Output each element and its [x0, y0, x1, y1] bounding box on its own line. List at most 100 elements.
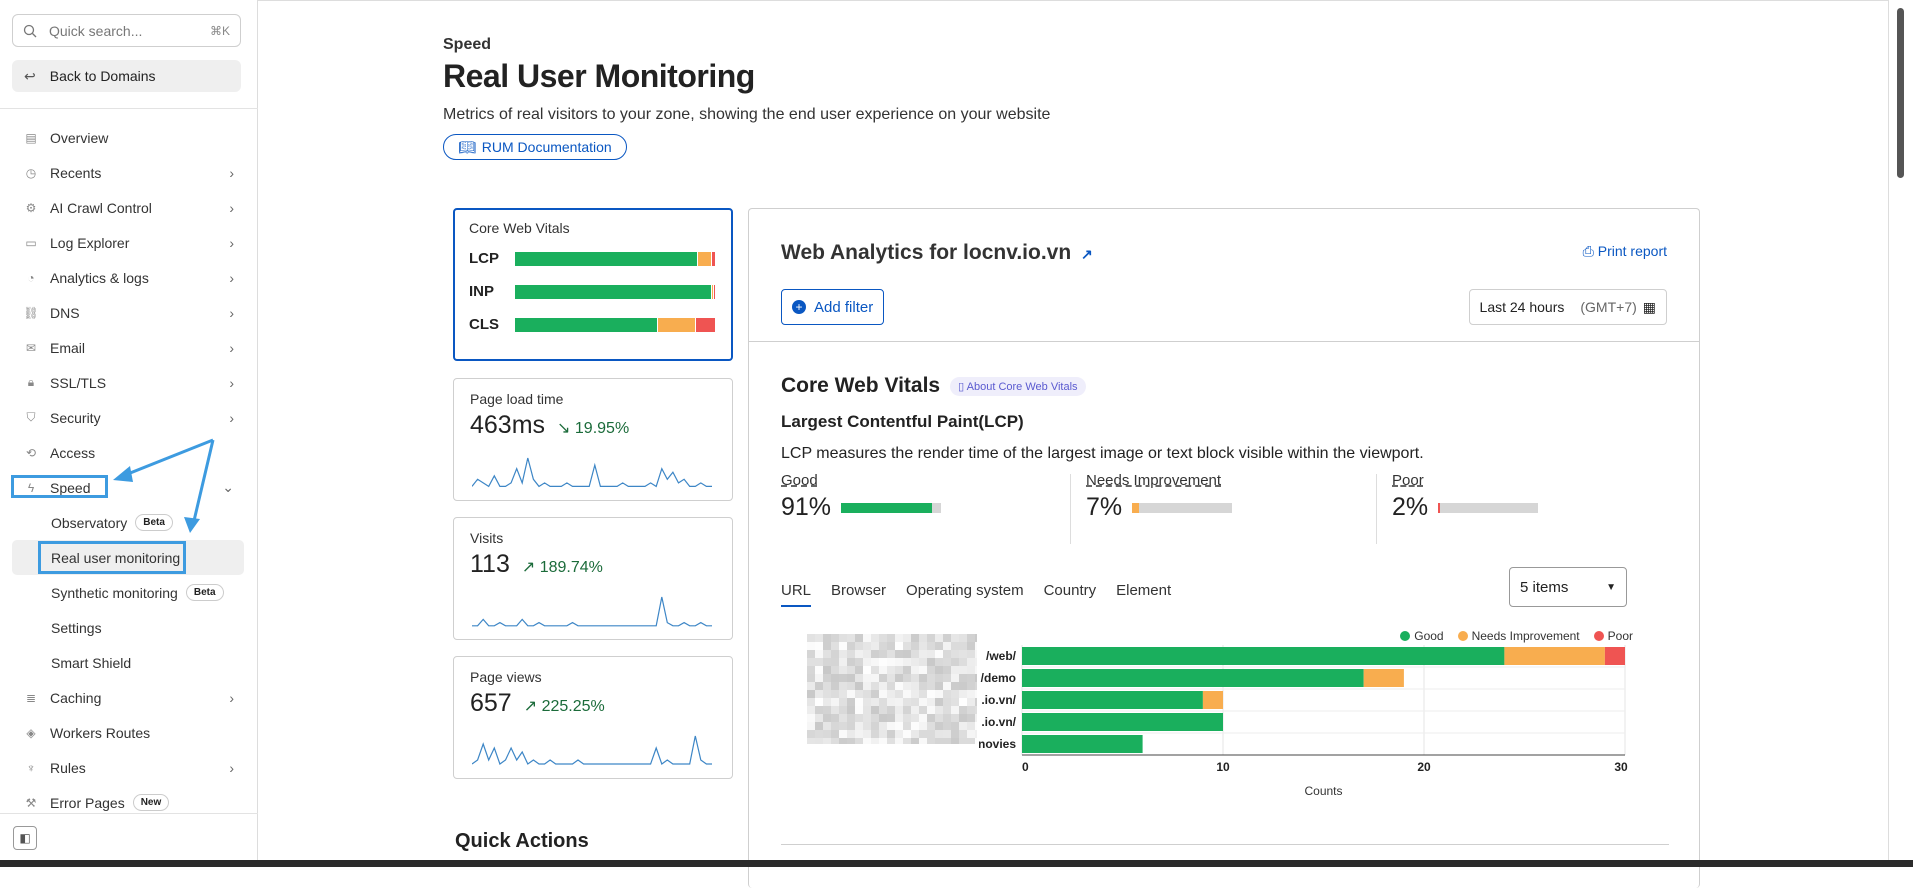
blur-pixel — [935, 642, 943, 650]
core-web-vitals-card[interactable]: Core Web Vitals LCP INP CLS — [453, 208, 733, 361]
sidebar-item-synthetic-monitoring[interactable]: Synthetic monitoring Beta — [12, 575, 244, 610]
sidebar-item-observatory[interactable]: Observatory Beta — [12, 505, 244, 540]
bar-good[interactable] — [1022, 669, 1364, 687]
sidebar-item-overview[interactable]: ▤ Overview — [12, 120, 244, 155]
metric-card-visits[interactable]: Visits 113 ↗ 189.74% — [453, 517, 733, 640]
blur-pixel — [919, 642, 927, 650]
blur-pixel — [959, 682, 967, 690]
blur-pixel — [879, 658, 887, 666]
date-range-picker[interactable]: Last 24 hours (GMT+7) ▦ — [1468, 289, 1667, 325]
bar-good[interactable] — [1022, 691, 1203, 709]
bar-poor[interactable] — [1604, 647, 1625, 665]
bar-good[interactable] — [1022, 647, 1505, 665]
blur-pixel — [823, 634, 831, 642]
blur-pixel — [871, 642, 879, 650]
blur-pixel — [967, 722, 975, 730]
blur-pixel — [903, 698, 911, 706]
blur-pixel — [879, 674, 887, 682]
legend-item-good[interactable]: Good — [1400, 629, 1444, 643]
blur-pixel — [815, 722, 823, 730]
blur-pixel — [959, 674, 967, 682]
blur-pixel — [855, 690, 863, 698]
chevron-right-icon: › — [229, 304, 234, 321]
sidebar-item-caching[interactable]: ≣ Caching › — [12, 680, 244, 715]
blur-pixel — [895, 714, 903, 722]
page-scrollbar[interactable] — [1888, 0, 1913, 867]
blur-pixel — [871, 666, 879, 674]
date-range-label: Last 24 hours — [1479, 299, 1565, 315]
blur-pixel — [967, 634, 975, 642]
blur-pixel — [847, 650, 855, 658]
sidebar-item-log-explorer[interactable]: ▭ Log Explorer › — [12, 225, 244, 260]
bar-good[interactable] — [1022, 735, 1143, 753]
legend-item-needs-improvement[interactable]: Needs Improvement — [1457, 629, 1580, 643]
add-filter-button[interactable]: + Add filter — [781, 289, 885, 325]
sidebar-item-error-pages[interactable]: ⚒ Error Pages New — [12, 785, 244, 820]
blur-pixel — [975, 666, 977, 674]
back-to-domains-button[interactable]: ↩ Back to Domains — [12, 60, 241, 92]
sidebar-item-dns[interactable]: ⛓ DNS › — [12, 295, 244, 330]
sidebar-item-smart-shield[interactable]: Smart Shield — [12, 645, 244, 680]
bar-good[interactable] — [1022, 713, 1223, 731]
stat-label: Needs Improvement — [1086, 472, 1222, 489]
blur-pixel — [967, 738, 975, 744]
bar-needs-improvement[interactable] — [1504, 647, 1605, 665]
sidebar-item-speed[interactable]: ϟ Speed ⌄ — [12, 470, 244, 505]
bar-needs-improvement[interactable] — [1202, 691, 1223, 709]
metric-card-page-load-time[interactable]: Page load time 463ms ↘ 19.95% — [453, 378, 733, 501]
blur-pixel — [847, 714, 855, 722]
blur-pixel — [967, 706, 975, 714]
blur-pixel — [959, 738, 967, 744]
blur-pixel — [903, 666, 911, 674]
scrollbar-thumb[interactable] — [1897, 8, 1904, 178]
speed-highlight-box — [11, 475, 108, 498]
rum-documentation-button[interactable]: 📖︎ RUM Documentation — [443, 134, 627, 160]
tab-url[interactable]: URL — [781, 582, 812, 607]
collapse-sidebar-button[interactable]: ◧ — [13, 826, 37, 850]
quick-search-input[interactable]: Quick search... ⌘K — [12, 14, 241, 47]
tab-country[interactable]: Country — [1043, 582, 1097, 599]
items-count-select[interactable]: 5 items ▼ — [1509, 567, 1627, 607]
external-link-icon[interactable]: ↗ — [1081, 246, 1093, 262]
tab-browser[interactable]: Browser — [831, 582, 887, 599]
about-cwv-link[interactable]: ▯ About Core Web Vitals — [950, 376, 1086, 396]
blur-pixel — [935, 634, 943, 642]
blur-pixel — [863, 722, 871, 730]
chevron-right-icon: › — [229, 164, 234, 181]
blur-pixel — [887, 642, 895, 650]
blur-pixel — [975, 634, 977, 642]
blur-pixel — [879, 714, 887, 722]
blur-pixel — [935, 658, 943, 666]
sidebar-item-recents[interactable]: ◷ Recents › — [12, 155, 244, 190]
blur-pixel — [927, 682, 935, 690]
blur-pixel — [871, 682, 879, 690]
cwv-bar-ni — [711, 284, 713, 299]
blur-pixel — [871, 698, 879, 706]
sidebar-item-label: Settings — [51, 619, 102, 636]
blur-pixel — [895, 730, 903, 738]
sidebar-item-ssl-tls[interactable]: 🔒︎ SSL/TLS › — [12, 365, 244, 400]
bar-needs-improvement[interactable] — [1363, 669, 1404, 687]
sidebar-item-ai-crawl-control[interactable]: ⚙ AI Crawl Control › — [12, 190, 244, 225]
legend-item-poor[interactable]: Poor — [1593, 629, 1633, 643]
stat-label: Poor — [1392, 472, 1424, 489]
add-filter-label: Add filter — [814, 298, 874, 316]
blur-pixel — [943, 674, 951, 682]
blur-pixel — [831, 650, 839, 658]
sidebar-item-settings[interactable]: Settings — [12, 610, 244, 645]
blur-pixel — [975, 714, 977, 722]
sidebar-item-real-user-monitoring[interactable]: Real user monitoring — [12, 540, 244, 575]
sidebar-item-analytics-logs[interactable]: ◔ Analytics & logs › — [12, 260, 244, 295]
sidebar-item-rules[interactable]: ♆ Rules › — [12, 750, 244, 785]
tab-element[interactable]: Element — [1116, 582, 1172, 599]
sidebar-item-email[interactable]: ✉ Email › — [12, 330, 244, 365]
sidebar-item-workers-routes[interactable]: ◈ Workers Routes — [12, 715, 244, 750]
sidebar-item-access[interactable]: ⟲ Access — [12, 435, 244, 470]
tab-operating-system[interactable]: Operating system — [906, 582, 1024, 599]
sidebar-item-security[interactable]: ⛉ Security › — [12, 400, 244, 435]
sidebar-item-label: Speed — [50, 479, 91, 496]
sidebar-item-label: Rules — [50, 759, 86, 776]
x-tick-label: 0 — [1022, 760, 1029, 774]
metric-card-page-views[interactable]: Page views 657 ↗ 225.25% — [453, 656, 733, 779]
print-report-button[interactable]: ⎙ Print report — [1583, 243, 1667, 260]
